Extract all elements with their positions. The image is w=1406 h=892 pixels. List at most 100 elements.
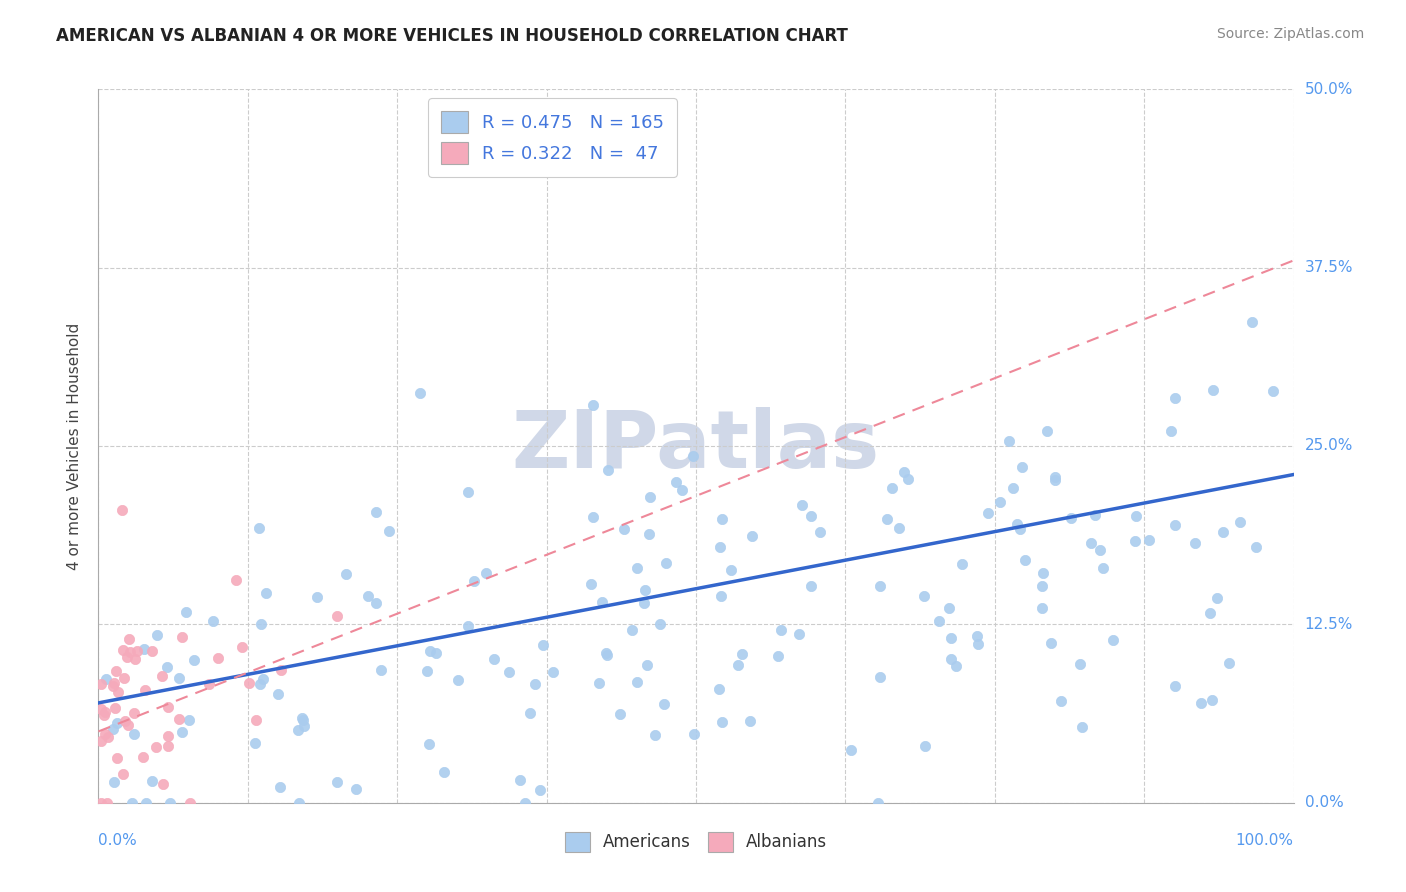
Point — [654, 697, 676, 711]
Point — [868, 796, 890, 810]
Point — [132, 750, 155, 764]
Point — [364, 505, 387, 519]
Point — [609, 707, 631, 722]
Point — [111, 767, 134, 781]
Point — [541, 665, 564, 680]
Point — [249, 677, 271, 691]
Point — [1218, 656, 1240, 670]
Point — [800, 508, 823, 523]
Point — [124, 651, 146, 665]
Point — [225, 573, 247, 587]
Point — [710, 512, 733, 526]
Point — [945, 658, 967, 673]
Point — [509, 773, 531, 788]
Point — [115, 650, 138, 665]
Point — [727, 658, 749, 673]
Point — [270, 663, 292, 677]
Point — [1125, 508, 1147, 523]
Point — [939, 652, 962, 666]
Point — [254, 585, 277, 599]
Point — [1080, 536, 1102, 550]
Point — [179, 713, 201, 727]
Point — [912, 589, 935, 603]
Point — [157, 739, 180, 754]
Point — [1102, 633, 1125, 648]
Point — [122, 727, 145, 741]
Point — [90, 734, 112, 748]
Point — [808, 525, 831, 540]
Point — [305, 590, 328, 604]
Point — [157, 729, 180, 743]
Text: AMERICAN VS ALBANIAN 4 OR MORE VEHICLES IN HOUSEHOLD CORRELATION CHART: AMERICAN VS ALBANIAN 4 OR MORE VEHICLES … — [56, 27, 848, 45]
Point — [104, 701, 127, 715]
Text: 0.0%: 0.0% — [1305, 796, 1343, 810]
Point — [344, 781, 367, 796]
Point — [799, 579, 821, 593]
Point — [1060, 511, 1083, 525]
Text: Source: ZipAtlas.com: Source: ZipAtlas.com — [1216, 27, 1364, 41]
Point — [1031, 566, 1053, 580]
Text: 0.0%: 0.0% — [98, 833, 138, 848]
Text: 12.5%: 12.5% — [1305, 617, 1353, 632]
Point — [134, 683, 156, 698]
Point — [709, 682, 731, 697]
Point — [1039, 636, 1062, 650]
Point — [141, 774, 163, 789]
Point — [938, 601, 960, 615]
Point — [156, 700, 179, 714]
Point — [432, 765, 454, 780]
Point — [335, 566, 357, 581]
Point — [409, 385, 432, 400]
Point — [634, 583, 657, 598]
Point — [928, 614, 950, 628]
Point — [94, 672, 117, 686]
Point — [101, 722, 124, 736]
Point — [665, 475, 688, 489]
Text: ZIPatlas: ZIPatlas — [512, 407, 880, 485]
Point — [731, 647, 754, 661]
Point — [94, 705, 117, 719]
Point — [288, 796, 311, 810]
Point — [966, 637, 988, 651]
Point — [682, 449, 704, 463]
Point — [531, 638, 554, 652]
Point — [96, 796, 118, 810]
Point — [146, 628, 169, 642]
Point — [1137, 533, 1160, 548]
Point — [292, 719, 315, 733]
Point — [1092, 561, 1115, 575]
Point — [644, 728, 666, 742]
Point — [141, 644, 163, 658]
Point — [207, 650, 229, 665]
Point — [198, 676, 221, 690]
Point — [1088, 543, 1111, 558]
Point — [880, 482, 903, 496]
Point — [170, 725, 193, 739]
Point — [638, 491, 661, 505]
Point — [90, 702, 112, 716]
Point — [893, 465, 915, 479]
Point — [107, 685, 129, 699]
Point — [1164, 679, 1187, 693]
Point — [94, 726, 117, 740]
Point — [498, 665, 520, 679]
Point — [513, 796, 536, 810]
Point — [111, 503, 134, 517]
Point — [103, 676, 125, 690]
Point — [950, 558, 973, 572]
Point — [120, 645, 142, 659]
Point — [231, 640, 253, 654]
Point — [416, 664, 439, 678]
Point — [966, 629, 988, 643]
Point — [457, 485, 479, 500]
Point — [869, 579, 891, 593]
Point — [105, 716, 128, 731]
Point — [613, 522, 636, 536]
Point — [457, 618, 479, 632]
Point — [588, 676, 610, 690]
Point — [529, 783, 551, 797]
Point — [655, 556, 678, 570]
Point — [1189, 696, 1212, 710]
Point — [292, 713, 315, 727]
Point — [1199, 607, 1222, 621]
